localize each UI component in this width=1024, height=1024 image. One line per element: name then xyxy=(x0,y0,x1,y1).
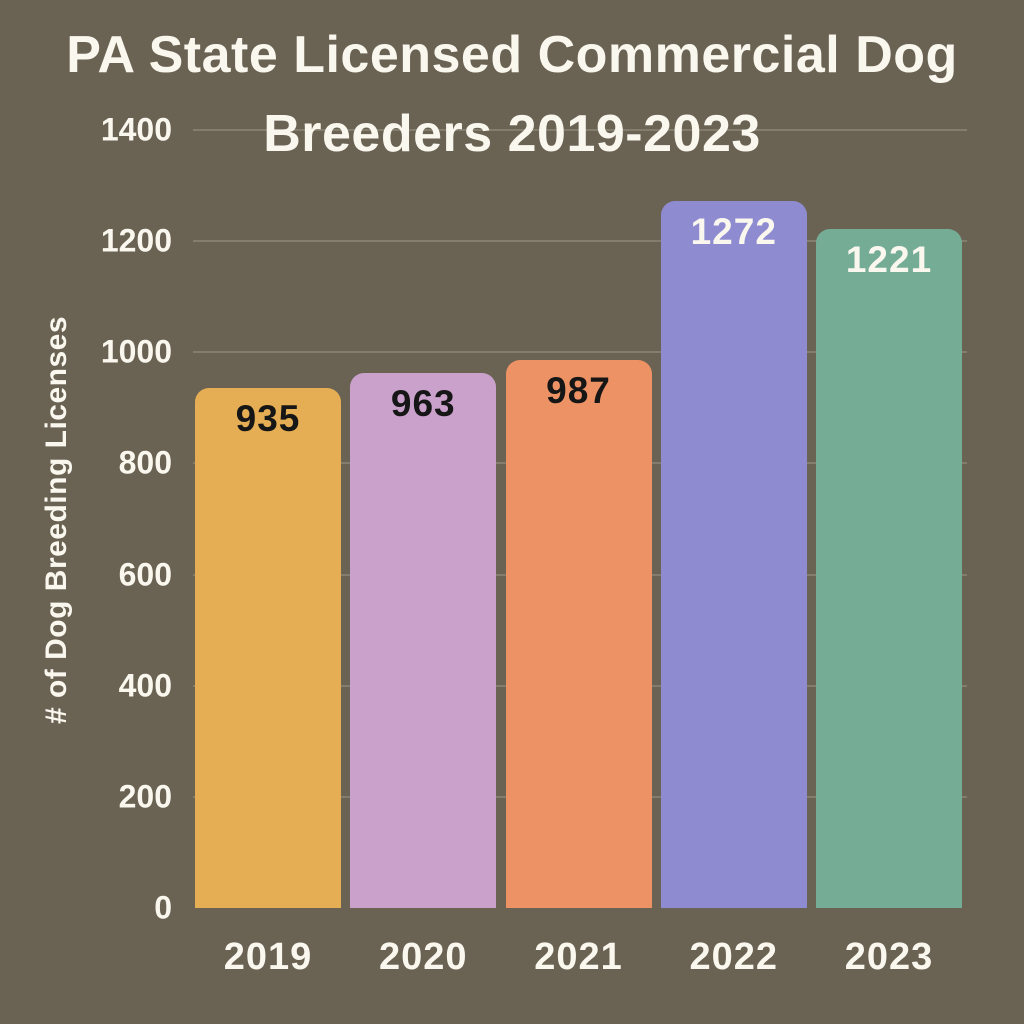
bar-value-label-2023: 1221 xyxy=(845,239,933,281)
bar-value-label-2021: 987 xyxy=(546,369,611,411)
x-tick-label-2021: 2021 xyxy=(534,936,623,978)
bar-value-label-2022: 1272 xyxy=(690,211,777,253)
gridline-1000 xyxy=(193,351,967,354)
y-axis-title: # of Dog Breeding Licenses xyxy=(40,315,73,725)
gridline-1200 xyxy=(193,240,967,243)
bar-value-label-2019: 935 xyxy=(235,398,301,440)
y-tick-label-200: 200 xyxy=(118,778,172,815)
bar-2020 xyxy=(350,372,497,908)
chart-title-line1: PA State Licensed Commercial Dog xyxy=(66,26,958,84)
x-tick-label-2022: 2022 xyxy=(689,936,779,978)
x-tick-label-2019: 2019 xyxy=(223,936,313,978)
bar-2023 xyxy=(816,229,962,908)
bar-2019 xyxy=(195,388,341,908)
y-tick-label-400: 400 xyxy=(118,667,172,704)
chart-title: PA State Licensed Commercial Dog Breeder… xyxy=(0,16,1024,174)
chart-title-line2: Breeders 2019-2023 xyxy=(263,105,761,163)
bar-2021 xyxy=(505,359,652,908)
gridline-1400 xyxy=(193,129,967,131)
y-tick-label-0: 0 xyxy=(154,889,172,926)
y-tick-label-1400: 1400 xyxy=(100,111,172,148)
y-tick-label-800: 800 xyxy=(118,444,172,481)
y-tick-label-600: 600 xyxy=(118,556,172,593)
y-tick-label-1000: 1000 xyxy=(100,333,172,370)
x-tick-label-2020: 2020 xyxy=(378,936,468,978)
x-tick-label-2023: 2023 xyxy=(844,936,934,978)
bar-value-label-2020: 963 xyxy=(390,382,456,424)
y-tick-label-1200: 1200 xyxy=(100,222,172,259)
bar-2022 xyxy=(660,201,807,908)
